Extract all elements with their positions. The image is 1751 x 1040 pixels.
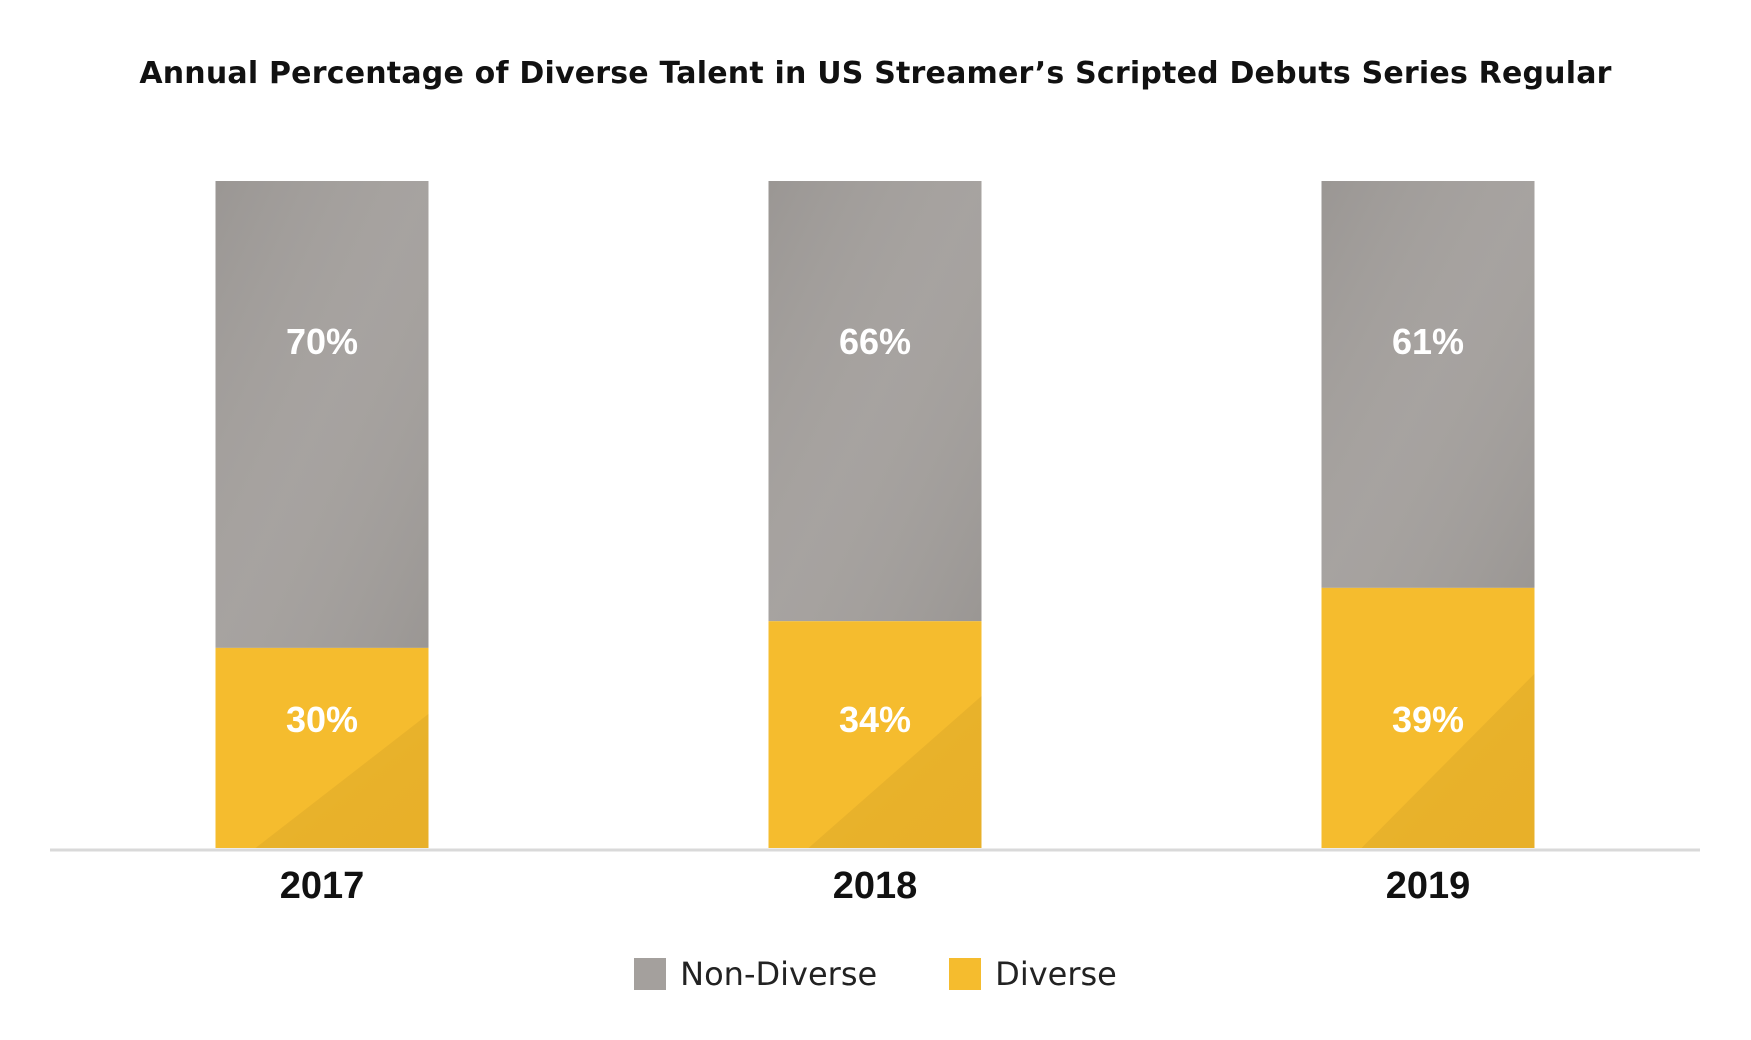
x-tick-label-2018: 2018 [833, 865, 918, 907]
legend: Non-Diverse Diverse [0, 955, 1751, 993]
bar-diverse-shading-2019 [1361, 673, 1535, 848]
bar-diverse-shading-2017 [255, 713, 429, 848]
x-tick-label-2017: 2017 [280, 865, 365, 907]
label-non-diverse-2018: 66% [839, 321, 911, 362]
legend-item-non-diverse: Non-Diverse [634, 955, 877, 993]
x-tick-label-2019: 2019 [1386, 865, 1471, 907]
label-diverse-2017: 30% [286, 699, 358, 740]
bar-diverse-shading-2018 [808, 696, 982, 848]
legend-label-non-diverse: Non-Diverse [680, 955, 878, 993]
legend-item-diverse: Diverse [949, 955, 1117, 993]
chart-title: Annual Percentage of Diverse Talent in U… [139, 56, 1612, 91]
label-non-diverse-2017: 70% [286, 321, 358, 362]
bar-non-diverse-shading-2018 [768, 181, 982, 622]
label-diverse-2018: 34% [839, 699, 911, 740]
legend-label-diverse: Diverse [995, 955, 1117, 993]
label-non-diverse-2019: 61% [1392, 321, 1464, 362]
legend-swatch-diverse [949, 958, 982, 990]
bar-non-diverse-shading-2019 [1321, 181, 1535, 588]
label-diverse-2019: 39% [1392, 699, 1464, 740]
bar-non-diverse-shading-2017 [215, 181, 429, 648]
legend-swatch-non-diverse [634, 958, 667, 990]
